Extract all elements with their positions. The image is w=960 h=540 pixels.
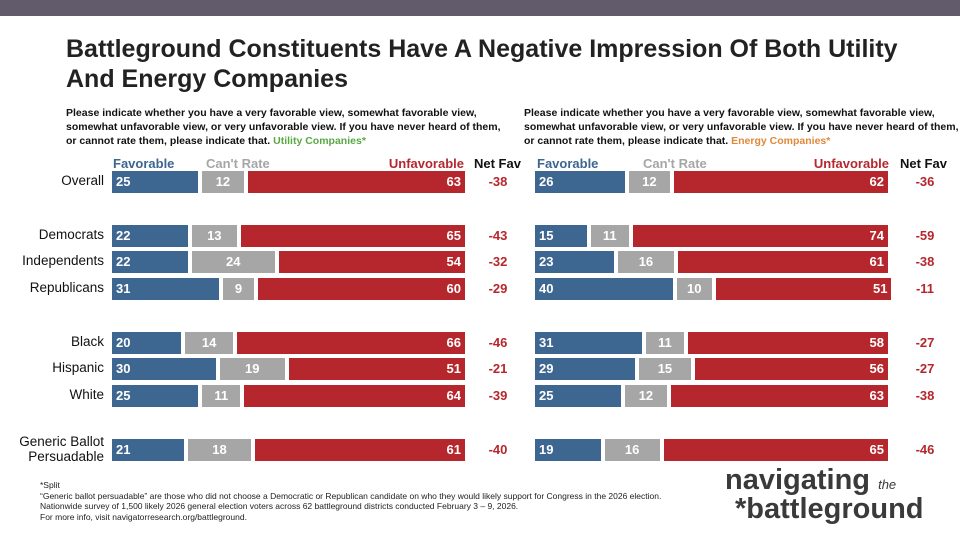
subject-energy: Energy Companies* <box>731 135 831 147</box>
header-unfavorable: Unfavorable <box>388 156 464 171</box>
header-favorable: Favorable <box>113 156 175 171</box>
unfavorable-bar: 64 <box>244 385 465 407</box>
net-fav-value: -21 <box>488 361 508 376</box>
cant-rate-bar: 11 <box>590 225 629 247</box>
favorable-bar: 40 <box>535 278 673 300</box>
logo-line1: navigating <box>725 464 871 496</box>
unfavorable-bar: 54 <box>278 251 465 273</box>
cant-rate-bar: 9 <box>222 278 254 300</box>
net-fav-value: -27 <box>915 335 935 350</box>
row-label: White <box>69 387 104 402</box>
net-fav-value: -39 <box>488 388 508 403</box>
net-fav-value: -38 <box>488 174 508 189</box>
row-label: Independents <box>22 253 104 268</box>
favorable-bar: 19 <box>535 439 601 461</box>
header-net-fav: Net Fav <box>474 156 521 171</box>
row-label: Generic Ballot Persuadable <box>19 434 104 464</box>
question-right: Please indicate whether you have a very … <box>524 106 960 148</box>
cant-rate-bar: 19 <box>219 358 286 380</box>
top-bar <box>0 0 960 16</box>
cant-rate-bar: 11 <box>202 385 241 407</box>
cant-rate-bar: 12 <box>625 385 667 407</box>
net-fav-value: -38 <box>915 254 935 269</box>
header-cant-rate: Can't Rate <box>206 156 270 171</box>
footnote: *Split <box>40 480 60 490</box>
net-fav-value: -43 <box>488 228 508 243</box>
net-fav-value: -36 <box>915 174 935 189</box>
cant-rate-bar: 16 <box>618 251 674 273</box>
footnote: Nationwide survey of 1,500 likely 2026 g… <box>40 501 519 511</box>
favorable-bar: 30 <box>112 358 216 380</box>
net-fav-value: -46 <box>488 335 508 350</box>
header-unfavorable: Unfavorable <box>813 156 889 171</box>
cant-rate-bar: 12 <box>202 171 244 193</box>
question-text: Please indicate whether you have a very … <box>524 107 959 147</box>
row-label: Black <box>70 334 104 349</box>
unfavorable-bar: 62 <box>674 171 888 193</box>
question-text: Please indicate whether you have a very … <box>66 107 501 147</box>
unfavorable-bar: 56 <box>694 358 888 380</box>
unfavorable-bar: 66 <box>237 332 465 354</box>
net-fav-value: -40 <box>488 442 508 457</box>
unfavorable-bar: 60 <box>258 278 465 300</box>
favorable-bar: 25 <box>535 385 622 407</box>
cant-rate-bar: 10 <box>677 278 712 300</box>
favorable-bar: 22 <box>112 251 188 273</box>
cant-rate-bar: 18 <box>188 439 251 461</box>
net-fav-value: -46 <box>915 442 935 457</box>
net-fav-value: -38 <box>915 388 935 403</box>
unfavorable-bar: 51 <box>289 358 465 380</box>
favorable-bar: 23 <box>535 251 615 273</box>
row-label: Republicans <box>29 280 104 295</box>
favorable-bar: 25 <box>112 385 199 407</box>
cant-rate-bar: 13 <box>191 225 237 247</box>
unfavorable-bar: 58 <box>687 332 888 354</box>
navigator-logo: navigating the *battleground <box>725 464 924 525</box>
net-fav-value: -11 <box>915 281 935 296</box>
cant-rate-bar: 11 <box>645 332 684 354</box>
page-title: Battleground Constituents Have A Negativ… <box>66 35 898 93</box>
net-fav-value: -59 <box>915 228 935 243</box>
unfavorable-bar: 63 <box>247 171 465 193</box>
cant-rate-bar: 24 <box>191 251 275 273</box>
footnote: For more info, visit navigatorresearch.o… <box>40 511 247 522</box>
header-cant-rate: Can't Rate <box>643 156 707 171</box>
cant-rate-bar: 15 <box>639 358 691 380</box>
favorable-bar: 29 <box>535 358 636 380</box>
favorable-bar: 20 <box>112 332 181 354</box>
unfavorable-bar: 65 <box>663 439 888 461</box>
unfavorable-bar: 74 <box>632 225 888 247</box>
cant-rate-bar: 16 <box>604 439 660 461</box>
header-net-fav: Net Fav <box>900 156 947 171</box>
unfavorable-bar: 61 <box>254 439 465 461</box>
subject-utility: Utility Companies* <box>273 135 366 147</box>
favorable-bar: 21 <box>112 439 185 461</box>
favorable-bar: 22 <box>112 225 188 247</box>
favorable-bar: 25 <box>112 171 199 193</box>
favorable-bar: 31 <box>112 278 219 300</box>
logo-line2: battleground <box>746 493 924 525</box>
net-fav-value: -32 <box>488 254 508 269</box>
row-label: Overall <box>61 173 104 188</box>
favorable-bar: 26 <box>535 171 625 193</box>
header-favorable: Favorable <box>537 156 599 171</box>
footnote: “Generic ballot persuadable” are those w… <box>40 490 662 501</box>
unfavorable-bar: 65 <box>240 225 465 247</box>
logo-the: the <box>878 477 897 492</box>
net-fav-value: -27 <box>915 361 935 376</box>
favorable-bar: 31 <box>535 332 642 354</box>
unfavorable-bar: 63 <box>670 385 888 407</box>
cant-rate-bar: 12 <box>628 171 671 193</box>
favorable-bar: 15 <box>535 225 587 247</box>
net-fav-value: -29 <box>488 281 508 296</box>
footnotes: *Split “Generic ballot persuadable” are … <box>40 480 680 522</box>
unfavorable-bar: 51 <box>715 278 892 300</box>
row-label: Hispanic <box>52 360 104 375</box>
cant-rate-bar: 14 <box>185 332 234 354</box>
unfavorable-bar: 61 <box>677 251 888 273</box>
question-left: Please indicate whether you have a very … <box>66 106 506 148</box>
row-label: Democrats <box>38 227 104 242</box>
